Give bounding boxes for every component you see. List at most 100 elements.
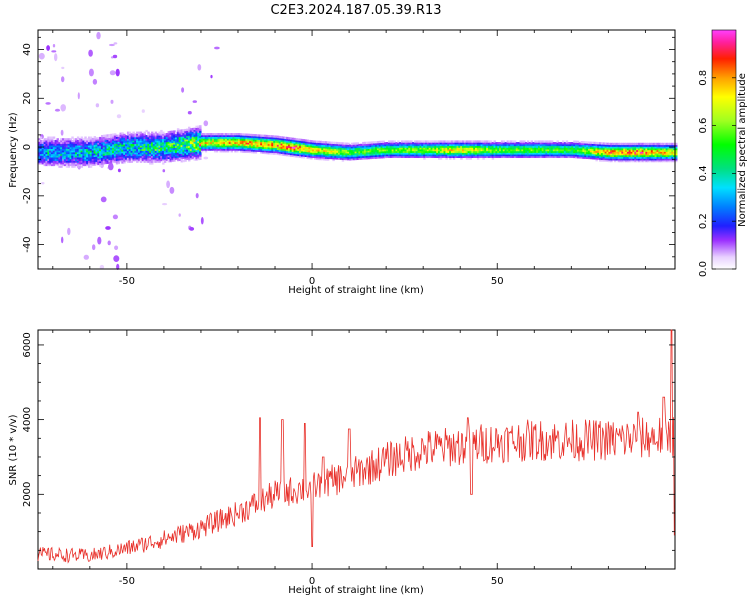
heatmap-cell <box>180 134 184 137</box>
heatmap-cell <box>617 147 621 151</box>
heatmap-cell <box>280 136 284 139</box>
heatmap-cell <box>673 147 676 151</box>
heatmap-cell <box>404 154 408 157</box>
heatmap-cell <box>71 150 74 153</box>
heatmap-cell <box>630 147 634 151</box>
heatmap-cell <box>608 154 611 158</box>
heatmap-cell <box>132 133 135 136</box>
heatmap-cell <box>82 138 85 141</box>
heatmap-cell <box>650 149 654 152</box>
heatmap-cell <box>291 144 295 147</box>
heatmap-cell <box>247 137 250 140</box>
heatmap-cell <box>143 150 146 153</box>
heatmap-cell <box>75 162 78 165</box>
heatmap-cell <box>441 143 445 147</box>
heatmap-cell <box>297 152 300 155</box>
heatmap-cell <box>45 139 48 143</box>
heatmap-cell <box>356 154 359 157</box>
heatmap-cell <box>269 145 272 148</box>
heatmap-cell <box>406 154 409 157</box>
heatmap-cell <box>299 143 302 147</box>
heatmap-cell <box>45 143 48 146</box>
heatmap-cell <box>154 136 158 140</box>
heatmap-cell <box>136 146 139 150</box>
heatmap-cell <box>258 148 261 151</box>
heatmap-cell <box>165 141 169 144</box>
heatmap-cell <box>158 140 161 143</box>
heatmap-cell <box>647 146 650 149</box>
heatmap-cell <box>199 147 202 150</box>
heatmap-cell <box>626 146 630 149</box>
heatmap-cell <box>541 155 545 159</box>
heatmap-cell <box>486 155 489 159</box>
heatmap-cell <box>343 157 346 161</box>
heatmap-cell <box>276 144 280 147</box>
heatmap-cell <box>113 136 117 140</box>
heatmap-cell <box>89 156 93 160</box>
heatmap-cell <box>480 143 484 147</box>
heatmap-cell <box>188 130 191 133</box>
heatmap-cell <box>38 153 41 156</box>
heatmap-cell <box>228 143 232 146</box>
heatmap-cell <box>147 140 150 143</box>
heatmap-cell <box>160 131 163 134</box>
heatmap-cell <box>339 154 343 157</box>
heatmap-noise-cell <box>114 245 119 251</box>
heatmap-cell <box>358 145 361 148</box>
heatmap-cell <box>251 135 254 138</box>
heatmap-cell <box>78 148 82 151</box>
heatmap-cell <box>73 143 76 146</box>
heatmap-cell <box>467 150 471 153</box>
heatmap-cell <box>412 150 415 153</box>
heatmap-cell <box>139 160 143 163</box>
heatmap-cell <box>317 151 321 154</box>
heatmap-cell <box>658 146 661 149</box>
heatmap-cell <box>663 142 667 146</box>
heatmap-cell <box>73 153 76 156</box>
heatmap-cell <box>582 149 585 152</box>
heatmap-cell <box>101 143 104 146</box>
heatmap-cell <box>93 149 97 152</box>
heatmap-cell <box>117 161 121 165</box>
heatmap-cell <box>515 148 519 152</box>
heatmap-cell <box>289 151 293 154</box>
heatmap-cell <box>338 148 341 152</box>
heatmap-cell <box>162 157 165 160</box>
heatmap-cell <box>136 145 139 148</box>
heatmap-cell <box>360 145 363 148</box>
heatmap-cell <box>134 143 137 146</box>
heatmap-cell <box>513 145 517 148</box>
heatmap-cell <box>299 147 302 150</box>
heatmap-cell <box>297 155 300 158</box>
y-tick-label: 2000 <box>22 482 33 507</box>
heatmap-cell <box>93 142 97 146</box>
heatmap-cell <box>478 145 482 148</box>
snr-frame <box>37 329 676 570</box>
heatmap-cell <box>89 141 93 144</box>
heatmap-cell <box>395 155 398 159</box>
heatmap-cell <box>173 144 176 147</box>
heatmap-cell <box>493 155 496 159</box>
heatmap-cell <box>215 133 219 136</box>
heatmap-cell <box>41 160 45 163</box>
heatmap-cell <box>189 135 193 138</box>
heatmap-cell <box>130 140 134 143</box>
heatmap-cell <box>162 158 165 162</box>
heatmap-cell <box>632 146 635 149</box>
heatmap-cell <box>536 152 539 155</box>
heatmap-cell <box>608 158 611 161</box>
heatmap-cell <box>39 148 43 151</box>
heatmap-cell <box>410 142 413 145</box>
heatmap-cell <box>175 145 178 148</box>
heatmap-cell <box>139 141 143 145</box>
heatmap-cell <box>521 147 524 150</box>
heatmap-cell <box>580 156 584 159</box>
heatmap-cell <box>669 158 672 161</box>
heatmap-cell <box>476 147 480 150</box>
heatmap-cell <box>176 129 180 133</box>
heatmap-cell <box>323 147 326 151</box>
heatmap-cell <box>143 153 146 157</box>
heatmap-cell <box>73 163 76 167</box>
heatmap-cell <box>423 145 426 148</box>
heatmap-cell <box>562 145 565 148</box>
